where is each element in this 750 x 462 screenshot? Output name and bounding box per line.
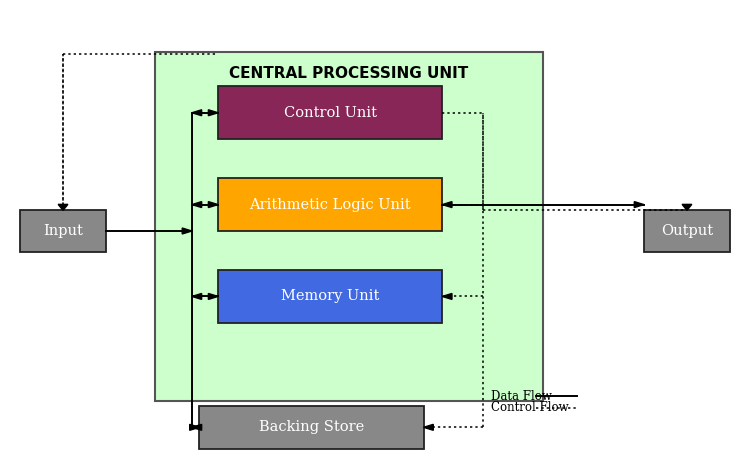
Polygon shape bbox=[442, 201, 452, 207]
Polygon shape bbox=[192, 424, 202, 430]
Polygon shape bbox=[58, 204, 68, 210]
Polygon shape bbox=[190, 424, 200, 430]
Text: Memory Unit: Memory Unit bbox=[281, 289, 380, 304]
Bar bbox=[218, 178, 442, 231]
Polygon shape bbox=[424, 424, 433, 430]
Text: Backing Store: Backing Store bbox=[259, 420, 364, 434]
Text: Control Flow: Control Flow bbox=[490, 401, 568, 414]
Polygon shape bbox=[209, 110, 218, 116]
Polygon shape bbox=[192, 201, 202, 207]
Bar bbox=[644, 210, 730, 252]
Text: Arithmetic Logic Unit: Arithmetic Logic Unit bbox=[249, 198, 411, 212]
Text: Output: Output bbox=[661, 224, 713, 238]
Bar bbox=[200, 406, 424, 449]
Bar bbox=[20, 210, 106, 252]
Text: Control Unit: Control Unit bbox=[284, 106, 376, 120]
Text: CENTRAL PROCESSING UNIT: CENTRAL PROCESSING UNIT bbox=[230, 66, 469, 81]
Bar bbox=[218, 270, 442, 323]
Text: Data Flow: Data Flow bbox=[490, 390, 552, 403]
Polygon shape bbox=[682, 204, 692, 210]
Text: Input: Input bbox=[43, 224, 83, 238]
Polygon shape bbox=[192, 110, 202, 116]
Polygon shape bbox=[209, 201, 218, 207]
Polygon shape bbox=[442, 293, 452, 299]
Polygon shape bbox=[209, 293, 218, 299]
Bar bbox=[218, 86, 442, 139]
Polygon shape bbox=[192, 293, 202, 299]
Polygon shape bbox=[182, 228, 192, 234]
Bar bbox=[154, 52, 543, 401]
Polygon shape bbox=[634, 201, 644, 207]
